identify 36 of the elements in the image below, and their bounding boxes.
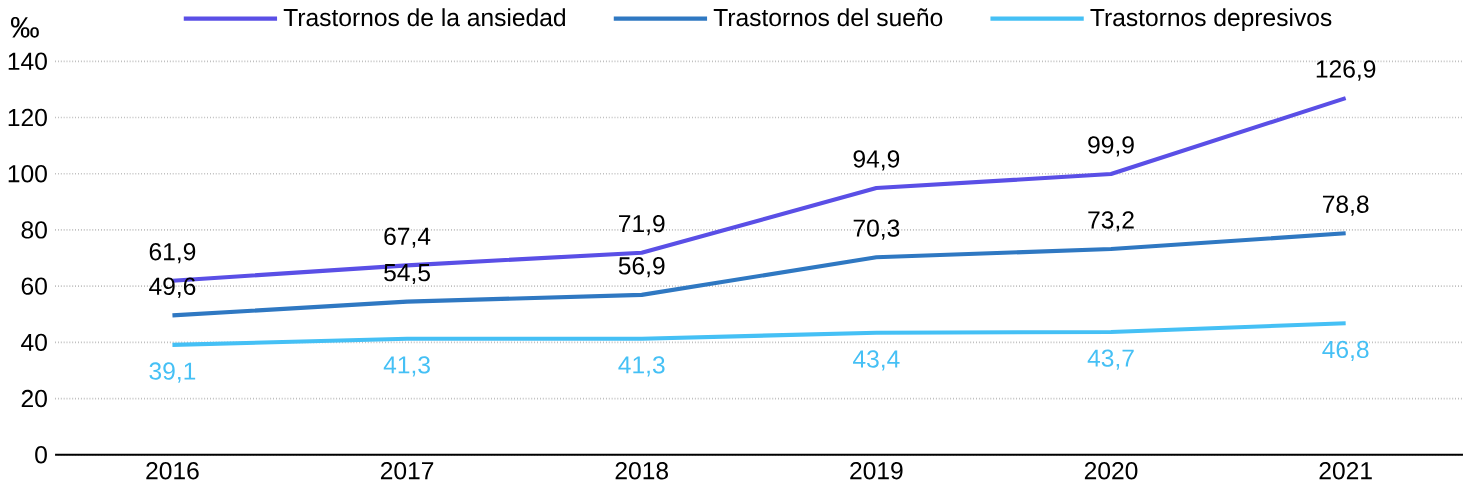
- data-label: 41,3: [618, 356, 665, 377]
- data-label: 54,5: [384, 263, 430, 284]
- y-tick-label: 20: [21, 389, 47, 408]
- data-label: 67,4: [384, 227, 431, 248]
- data-label: 70,3: [853, 219, 900, 240]
- x-tick-label: 2019: [850, 461, 903, 480]
- legend-label: Trastornos del sueño: [713, 8, 943, 27]
- data-label: 94,9: [853, 150, 900, 171]
- x-tick-label: 2021: [1319, 461, 1372, 480]
- x-tick-label: 2020: [1084, 461, 1138, 480]
- data-label: 61,9: [149, 242, 196, 264]
- y-tick-label: 40: [21, 333, 47, 351]
- x-tick-label: 2016: [146, 461, 199, 480]
- y-tick-label: 60: [21, 277, 47, 295]
- y-tick-label: 80: [21, 221, 47, 239]
- data-label: 126,9: [1316, 60, 1376, 81]
- data-label: 73,2: [1088, 211, 1134, 232]
- data-label: 78,8: [1322, 195, 1369, 216]
- data-label: 46,8: [1322, 340, 1369, 361]
- y-tick-label: 0: [35, 445, 47, 464]
- data-label: 43,4: [853, 350, 900, 371]
- x-tick-label: 2018: [615, 461, 668, 480]
- data-label: 99,9: [1088, 136, 1134, 157]
- data-label: 49,6: [149, 277, 196, 298]
- x-tick-label: 2017: [380, 461, 434, 480]
- y-tick-label: 120: [8, 108, 47, 127]
- data-label: 41,3: [383, 356, 430, 377]
- data-label: 43,7: [1087, 349, 1134, 370]
- legend-label: Trastornos de la ansiedad: [283, 8, 565, 27]
- data-label: 56,9: [618, 256, 665, 278]
- y-tick-label: 100: [8, 164, 47, 183]
- y-axis-title: ‰: [10, 16, 39, 38]
- legend-label: Trastornos depresivos: [1090, 8, 1332, 31]
- y-tick-label: 140: [8, 52, 47, 70]
- data-label: 71,9: [619, 214, 665, 236]
- data-label: 39,1: [149, 362, 196, 383]
